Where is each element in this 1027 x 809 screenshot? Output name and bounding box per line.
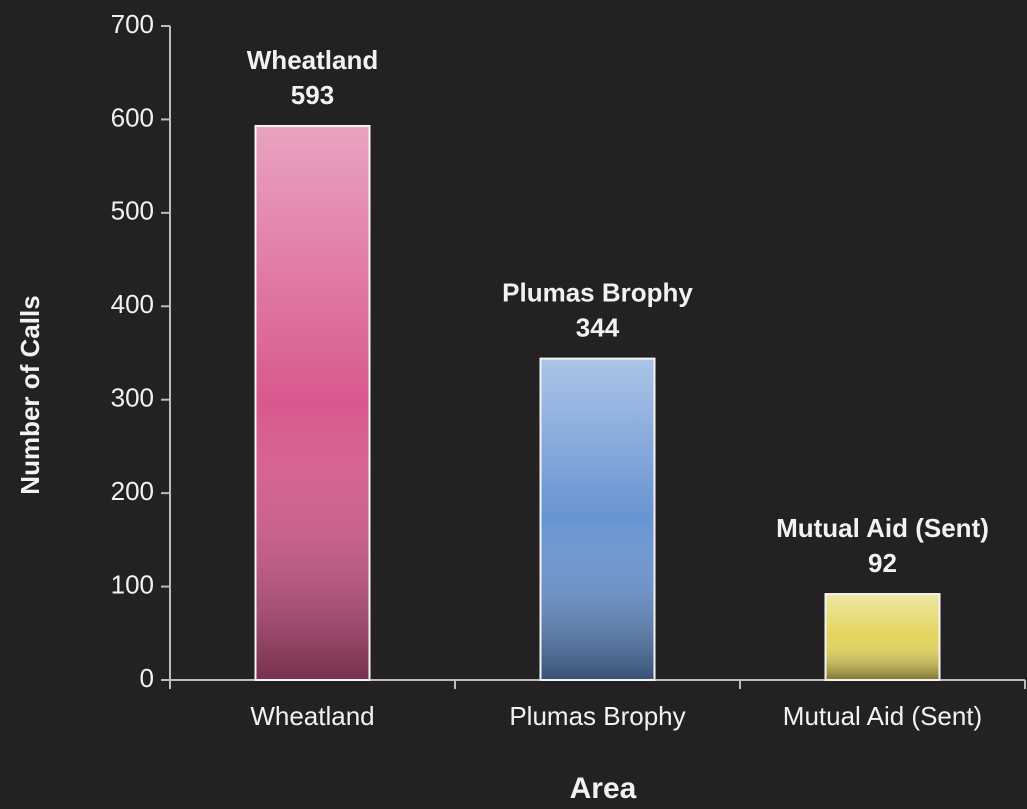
x-tick-label: Wheatland <box>250 701 374 731</box>
x-tick-label: Plumas Brophy <box>509 701 685 731</box>
y-tick-label: 0 <box>140 663 154 693</box>
y-tick-label: 100 <box>111 569 154 599</box>
y-tick-label: 200 <box>111 476 154 506</box>
x-tick-label: Mutual Aid (Sent) <box>783 701 982 731</box>
data-label-name: Wheatland <box>247 45 378 75</box>
y-tick-label: 300 <box>111 383 154 413</box>
data-label: 593 <box>291 80 334 110</box>
bar <box>825 594 940 680</box>
data-label: 344 <box>576 312 620 342</box>
bar <box>540 358 655 680</box>
data-label: 92 <box>868 548 897 578</box>
y-tick-label: 400 <box>111 289 154 319</box>
y-axis-label: Number of Calls <box>15 295 45 494</box>
data-label-name: Mutual Aid (Sent) <box>776 513 989 543</box>
bar <box>255 125 370 681</box>
x-axis-label: Area <box>570 772 637 805</box>
y-tick-label: 600 <box>111 102 154 132</box>
data-label-name: Plumas Brophy <box>502 277 693 307</box>
y-tick-label: 700 <box>111 9 154 39</box>
y-tick-label: 500 <box>111 196 154 226</box>
